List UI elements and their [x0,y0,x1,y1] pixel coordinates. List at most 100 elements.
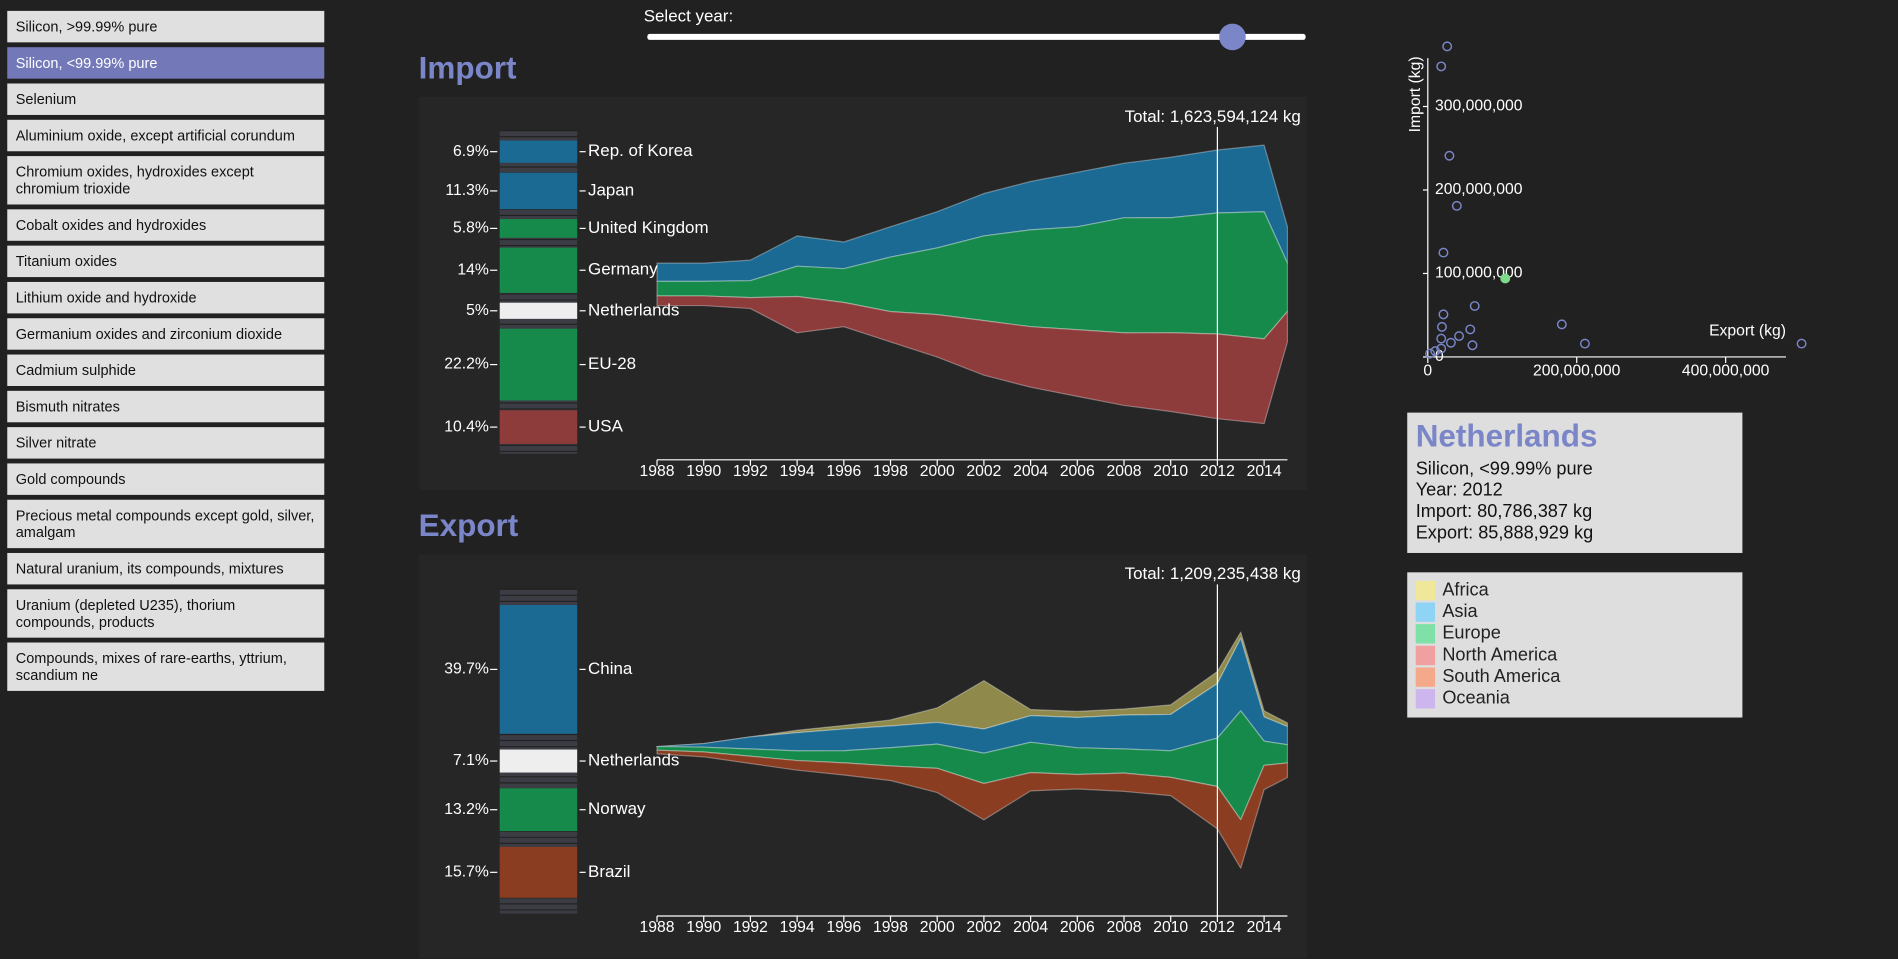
product-item[interactable]: Chromium oxides, hydroxides except chrom… [7,156,325,205]
country-label: Netherlands [588,751,679,770]
slider-label: Select year: [644,6,733,25]
country-label: United Kingdom [588,218,709,237]
x-tick-label: 400,000,000 [1682,363,1770,380]
country-label: Germany [588,260,658,279]
stream-area [656,631,1289,748]
x-tick-label: 1992 [733,919,768,936]
x-tick-label: 1994 [780,919,815,936]
x-tick-label: 2008 [1107,919,1142,936]
x-tick-label: 1996 [826,463,861,480]
x-tick-label: 2006 [1060,463,1095,480]
product-item[interactable]: Precious metal compounds except gold, si… [7,499,325,549]
info-line: Export: 85,888,929 kg [1416,523,1594,543]
legend-swatch [1415,602,1436,622]
share-segment [499,788,578,832]
share-segment [499,247,578,293]
x-tick-label: 1998 [873,463,908,480]
legend-label: Asia [1442,601,1478,621]
scatter-point [1579,338,1590,349]
scatter-point [1436,61,1447,72]
country-label: Norway [588,799,646,818]
x-tick-label: 2000 [920,919,955,936]
info-line: Import: 80,786,387 kg [1416,501,1592,521]
share-segment [499,219,578,238]
share-percent: 14% [457,261,488,278]
scatter-point [1436,321,1447,332]
share-segment [499,749,578,773]
info-line: Year: 2012 [1416,480,1503,500]
product-item[interactable]: Silver nitrate [7,427,325,459]
product-item[interactable]: Selenium [7,83,325,115]
x-tick-label: 2014 [1247,919,1282,936]
x-tick-label: 1996 [826,919,861,936]
legend-box [1407,572,1743,718]
x-tick-label: 1988 [640,463,675,480]
country-label: Brazil [588,862,630,881]
scatter-point [1454,331,1465,342]
x-tick-label: 2012 [1200,919,1235,936]
x-tick-label: 2012 [1200,463,1235,480]
scatter-point [1500,273,1511,284]
scatter-point [1436,333,1447,344]
legend-label: South America [1442,666,1561,686]
scatter-point [1556,319,1567,330]
x-tick-label: 0 [1423,363,1432,380]
x-tick-label: 1988 [640,919,675,936]
share-percent: 11.3% [445,182,488,199]
product-item[interactable]: Silicon, >99.99% pure [7,10,325,43]
share-segment [499,328,578,401]
x-tick-label: 200,000,000 [1533,363,1621,380]
product-item[interactable]: Bismuth nitrates [7,390,325,423]
scatter-point [1438,309,1449,320]
x-tick-label: 2010 [1153,463,1188,480]
share-segment [499,172,578,210]
stream-area [656,295,1289,425]
product-item[interactable]: Compounds, mixes of rare-earths, yttrium… [7,642,325,691]
product-item[interactable]: Germanium oxides and zirconium dioxide [7,318,325,350]
legend-label: North America [1442,644,1558,664]
scatter-point [1444,150,1455,161]
legend-swatch [1415,689,1436,709]
x-tick-label: 1990 [686,919,721,936]
share-percent: 10.4% [444,418,489,435]
share-segment [499,140,578,163]
share-percent: 39.7% [444,661,489,678]
x-tick-label: 2010 [1153,919,1188,936]
share-percent: 22.2% [444,356,489,373]
info-title: Netherlands [1416,418,1598,453]
scatter-point [1465,324,1476,335]
info-line: Silicon, <99.99% pure [1416,458,1593,478]
product-item[interactable]: Gold compounds [7,463,325,495]
x-tick-label: 2004 [1013,919,1048,936]
legend-swatch [1415,580,1436,601]
scatter-point [1436,343,1447,354]
scatter-point [1469,301,1480,311]
share-percent: 15.7% [444,863,489,880]
y-axis-label: Import (kg) [1407,56,1424,132]
product-item[interactable]: Lithium oxide and hydroxide [7,281,325,314]
product-item[interactable]: Aluminium oxide, except artificial corun… [7,119,325,152]
product-item[interactable]: Titanium oxides [7,245,325,278]
product-item[interactable]: Natural uranium, its compounds, mixtures [7,552,325,585]
slider-thumb[interactable] [1219,23,1246,51]
x-tick-label: 1994 [780,463,815,480]
x-tick-label: 2006 [1060,919,1095,936]
info-box [1407,412,1743,553]
chart-title: Export [419,508,519,543]
product-item[interactable]: Uranium (depleted U235), thorium compoun… [7,589,325,638]
scatter-point [1438,247,1449,258]
product-item[interactable]: Cobalt oxides and hydroxides [7,209,325,241]
legend-label: Europe [1442,623,1500,643]
stream-area [656,749,1289,869]
scatter-point [1442,41,1453,52]
x-tick-label: 1998 [873,919,908,936]
share-percent: 13.2% [444,801,489,818]
legend-swatch [1415,667,1436,687]
legend-swatch [1415,624,1436,644]
product-item[interactable]: Cadmium sulphide [7,354,325,386]
product-item[interactable]: Silicon, <99.99% pure [7,47,325,79]
x-tick-label: 2004 [1013,463,1048,480]
